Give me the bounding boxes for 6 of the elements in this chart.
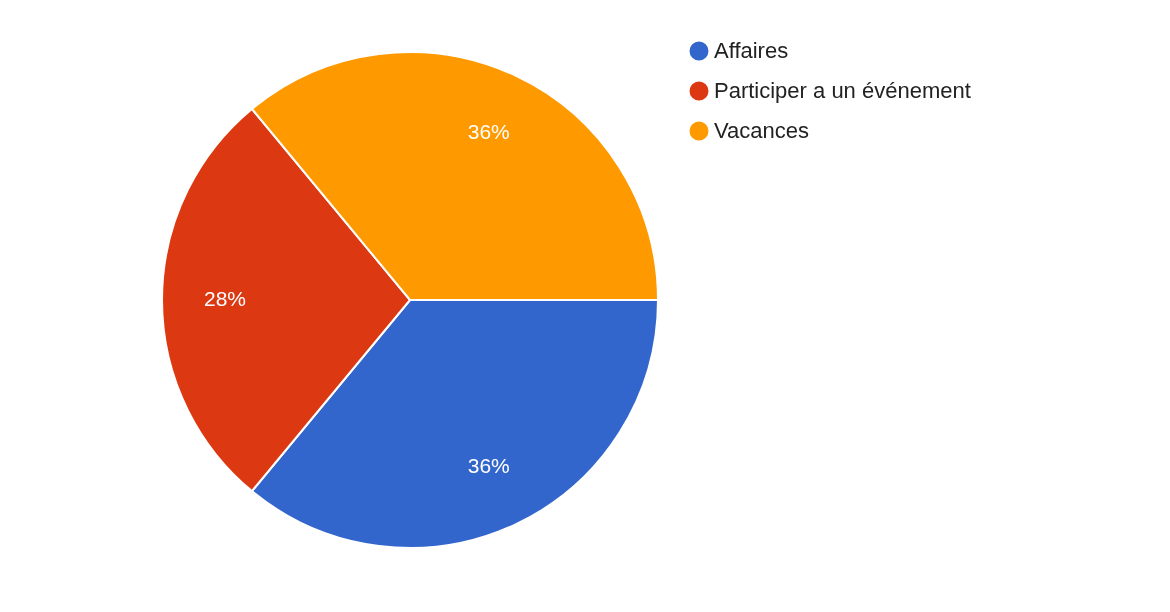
data-label: 28%	[203, 287, 247, 310]
data-label: 36%	[467, 454, 510, 478]
legend-label: Affaires	[714, 38, 789, 63]
legend-label: Participer a un événement	[714, 78, 971, 103]
legend-label: Vacances	[714, 118, 809, 143]
data-label: 36%	[467, 119, 510, 143]
